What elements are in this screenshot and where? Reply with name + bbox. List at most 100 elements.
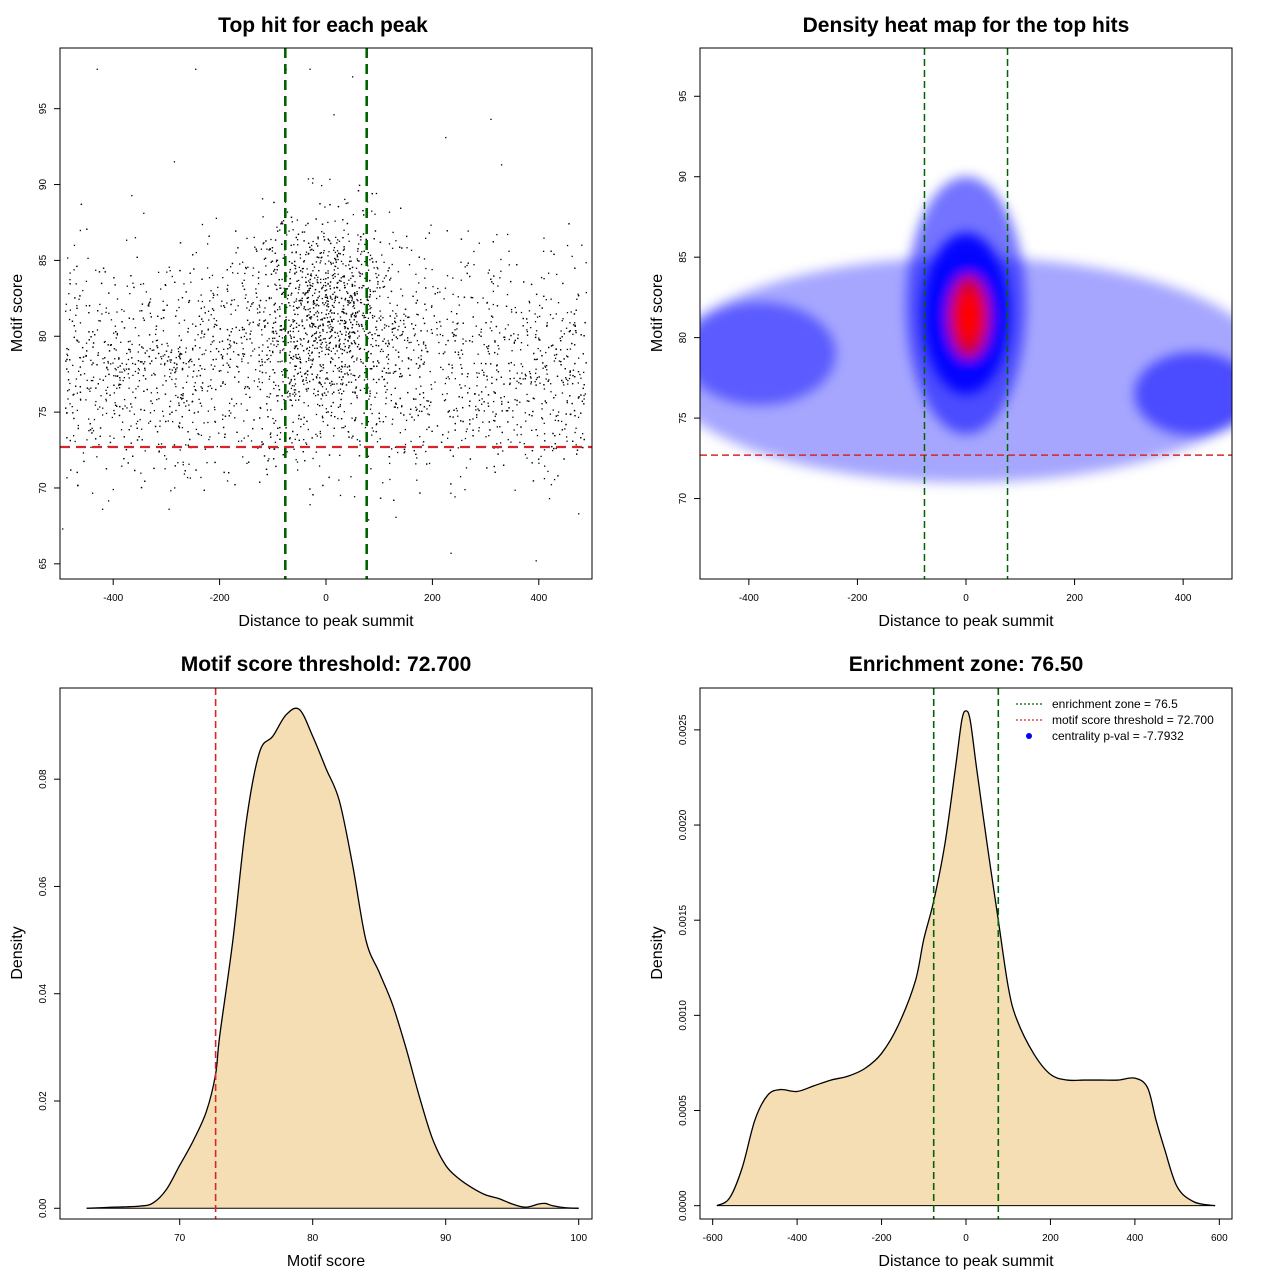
scatter-point [585,291,587,294]
scatter-point [343,325,346,328]
scatter-point [246,319,249,322]
scatter-point [107,360,109,363]
scatter-point [385,372,387,374]
scatter-point [264,257,267,259]
scatter-point [249,338,251,340]
scatter-point [113,375,115,377]
scatter-point [564,368,566,370]
scatter-point [158,398,160,400]
distance-density-x-tick-label: 400 [1127,1233,1144,1244]
scatter-point [316,310,319,312]
scatter-point [194,345,197,347]
scatter-point [532,410,534,413]
scatter-point [69,272,71,274]
scatter-point [148,303,150,305]
scatter-point [348,336,350,338]
scatter-point [464,488,466,491]
scatter-point [539,315,541,318]
scatter-point [419,492,421,494]
scatter-point [371,368,373,370]
scatter-outlier-point [309,504,311,506]
scatter-point [522,325,524,327]
scatter-point [457,353,460,356]
scatter-point [307,291,309,294]
scatter-point [425,347,427,349]
scatter-point [338,240,341,242]
scatter-point [327,238,329,240]
scatter-point [346,366,349,368]
scatter-point [82,289,84,292]
scatter-point [562,282,564,285]
scatter-point [322,330,324,332]
scatter-point [353,496,356,498]
scatter-point [442,434,444,436]
scatter-point [207,385,209,388]
scatter-point [356,298,358,301]
scatter-point [503,336,505,338]
scatter-point [369,305,371,307]
scatter-point [357,330,359,332]
scatter-point [170,351,172,354]
scatter-point [460,238,463,240]
scatter-point [269,313,271,316]
scatter-point [328,349,330,351]
scatter-point [318,382,320,384]
scatter-point [376,276,378,279]
scatter-point [164,455,166,457]
scatter-point [387,296,389,299]
scatter-point [451,367,454,369]
scatter-point [332,293,334,296]
heatmap-y-tick-label: 85 [678,251,689,263]
scatter-point [513,342,515,344]
scatter-point [401,405,403,407]
scatter-point [136,427,138,429]
scatter-point [327,320,330,323]
scatter-point [420,358,422,361]
scatter-point [387,358,390,360]
scatter-point [507,401,509,403]
scatter-point [448,363,450,366]
scatter-point [493,447,495,449]
scatter-point [437,287,439,290]
scatter-point [446,393,448,395]
scatter-point [329,360,332,363]
scatter-point [486,379,488,381]
scatter-point [346,222,349,225]
scatter-point [231,328,234,330]
scatter-point [289,395,291,397]
scatter-point [462,420,464,423]
scatter-point [354,419,357,421]
scatter-point [301,300,303,302]
scatter-point [410,440,412,443]
scatter-y-tick-label: 80 [38,330,49,342]
scatter-point [282,291,284,294]
scatter-point [383,261,385,264]
scatter-point [119,379,121,381]
scatter-point [301,345,304,347]
scatter-point [182,464,184,466]
scatter-point [71,320,74,322]
scatter-point [269,361,271,363]
scatter-point [335,236,337,239]
scatter-point [153,409,156,412]
scatter-point [330,414,332,417]
scatter-point [297,372,299,374]
scatter-point [184,351,187,353]
scatter-point [283,369,285,371]
scatter-point [79,391,82,393]
scatter-point [91,492,94,494]
scatter-point [372,290,375,293]
scatter-point [325,289,328,291]
scatter-point [344,286,346,289]
scatter-point [162,330,165,332]
scatter-point [332,358,334,361]
scatter-point [114,325,116,327]
scatter-point [295,298,298,300]
scatter-point [127,358,130,361]
scatter-point [523,281,525,283]
scatter-point [582,387,584,390]
scatter-point [423,406,426,408]
legend-entry-label: enrichment zone = 76.5 [1052,697,1178,711]
scatter-point [173,366,175,369]
scatter-point [250,440,253,442]
